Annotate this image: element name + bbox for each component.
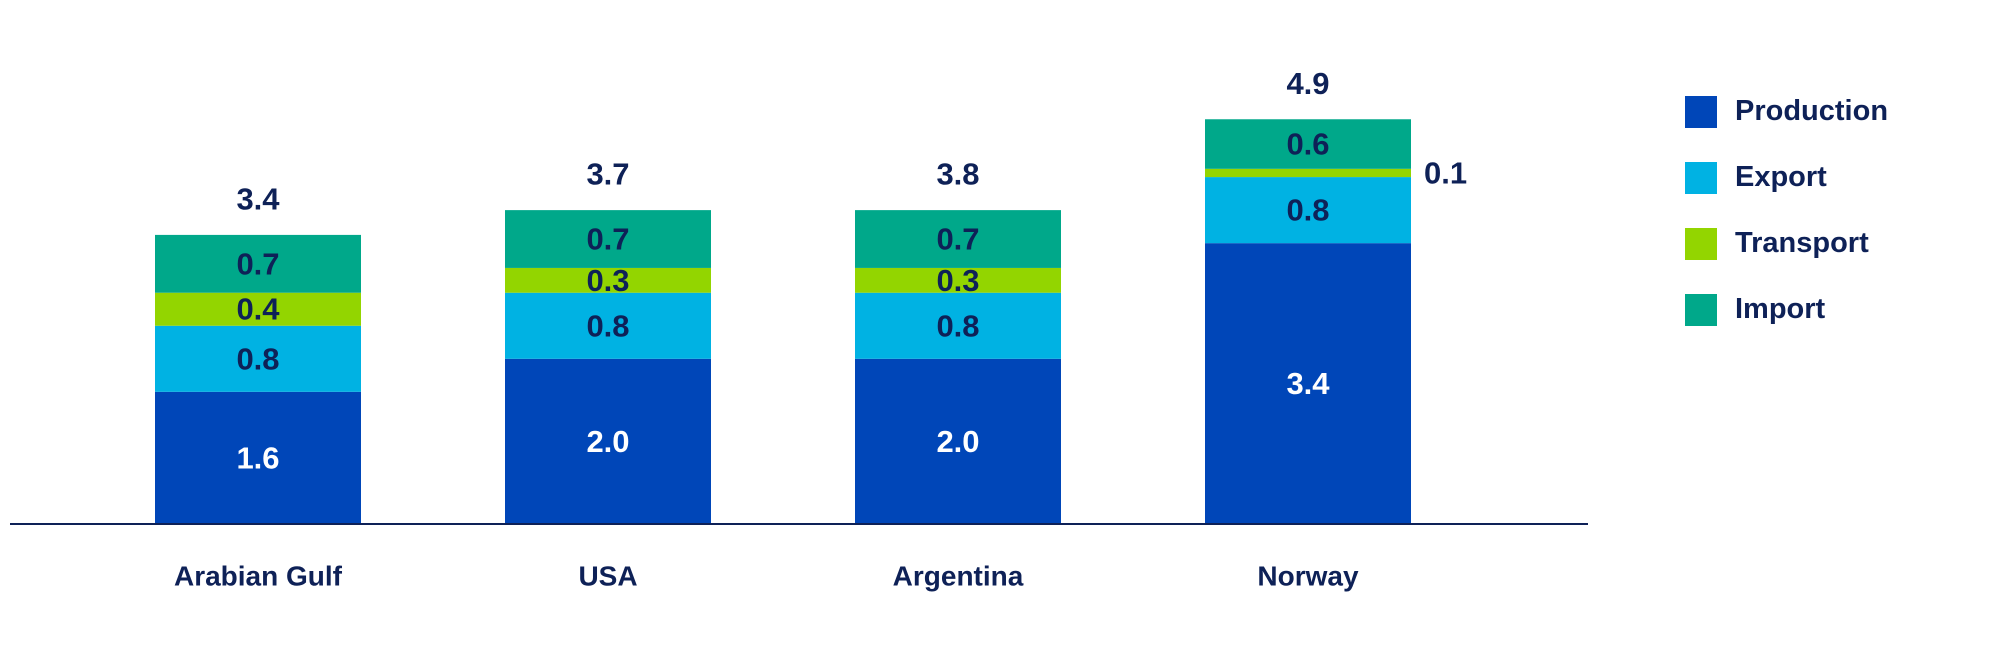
data-label-production: 2.0 (936, 424, 979, 459)
bar-segment-transport (1205, 168, 1411, 178)
data-label-export: 0.8 (586, 308, 629, 343)
bar-segment-export (855, 292, 1061, 359)
legend-label: Import (1735, 293, 1826, 325)
x-tick-label: Arabian Gulf (174, 561, 343, 592)
bar-segment-transport (155, 292, 361, 326)
data-label-transport: 0.3 (586, 263, 629, 298)
legend-item-production: Production (1685, 95, 1888, 128)
bar-segment-production (1205, 243, 1411, 524)
bar-segment-production (855, 358, 1061, 524)
bar-segment-production (505, 358, 711, 524)
bar-segment-transport (505, 267, 711, 293)
legend-item-export: Export (1685, 161, 1888, 194)
total-label: 4.9 (1286, 66, 1329, 101)
legend-item-transport: Transport (1685, 227, 1888, 260)
data-label-export: 0.8 (1286, 193, 1329, 228)
bar-segment-import (1205, 119, 1411, 169)
total-label: 3.4 (236, 181, 280, 216)
legend-label: Export (1735, 161, 1827, 193)
bar-segment-export (155, 325, 361, 392)
legend-label: Transport (1735, 227, 1869, 259)
data-label-import: 0.6 (1286, 127, 1329, 162)
x-tick-label: USA (578, 561, 637, 592)
legend-swatch (1685, 161, 1717, 194)
x-tick-label: Norway (1257, 561, 1359, 592)
legend-swatch (1685, 293, 1717, 326)
bar-segment-import (505, 210, 711, 268)
data-label-transport: 0.4 (236, 292, 280, 327)
legend-label: Production (1735, 95, 1889, 127)
total-label: 3.7 (586, 157, 629, 192)
x-tick-label: Argentina (893, 561, 1024, 592)
bar-segment-transport (855, 267, 1061, 293)
data-label-transport: 0.3 (936, 263, 979, 298)
data-label-import: 0.7 (586, 222, 629, 257)
legend-swatch (1685, 95, 1717, 128)
legend-item-import: Import (1685, 293, 1888, 326)
data-label-production: 3.4 (1286, 366, 1330, 401)
data-label-production: 2.0 (586, 424, 629, 459)
data-label-export: 0.8 (936, 308, 979, 343)
data-label-import: 0.7 (936, 222, 979, 257)
bar-segment-production (155, 391, 361, 524)
data-label-transport: 0.1 (1424, 155, 1467, 190)
chart-legend: Production Export Transport Import (1685, 95, 1888, 359)
bar-segment-export (1205, 177, 1411, 244)
legend-swatch (1685, 227, 1717, 260)
total-label: 3.8 (936, 157, 979, 192)
data-label-production: 1.6 (236, 440, 279, 475)
data-label-export: 0.8 (236, 341, 279, 376)
bar-segment-import (155, 234, 361, 293)
bar-segment-export (505, 292, 711, 359)
data-label-import: 0.7 (236, 246, 279, 281)
bar-segment-import (855, 210, 1061, 268)
